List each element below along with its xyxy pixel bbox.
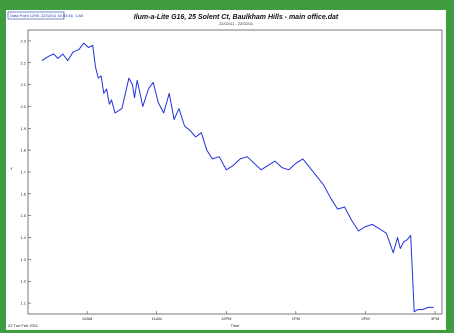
data-point-readout: Data Point 1298: 22/02/11 16:53:46, 1.88 [10, 13, 84, 18]
x-tick-label: 1PM [292, 316, 300, 321]
y-tick-label: 1.6 [20, 191, 26, 196]
x-tick-label: 2PM [361, 316, 369, 321]
y-tick-label: 2.3 [20, 38, 26, 43]
y-tick-label: 1.8 [20, 148, 26, 153]
y-tick-label: 1.9 [20, 126, 26, 131]
y-axis-title: Y [10, 166, 13, 171]
chart-panel: Data Point 1298: 22/02/11 16:53:46, 1.88… [6, 10, 446, 330]
line-chart: Data Point 1298: 22/02/11 16:53:46, 1.88… [7, 11, 443, 328]
plot-area [27, 29, 443, 315]
y-tick-label: 1.2 [20, 279, 26, 284]
x-tick-label: 11AM [152, 316, 162, 321]
series-line [41, 42, 434, 313]
y-axis: 1.1 1.2 1.3 1.4 1.5 1.6 1.7 1.8 1.9 2.0 2.1 2.2 2.3 [20, 38, 31, 306]
x-axis: 10AM 11AM 12PM 1PM 2PM 3PM [82, 311, 439, 321]
y-tick-label: 2.1 [20, 82, 26, 87]
y-tick-label: 1.5 [20, 213, 26, 218]
y-tick-label: 1.7 [20, 170, 26, 175]
x-axis-title: Time [231, 323, 241, 328]
chart-title: Ilum-a-Lite G16, 25 Solent Ct, Baulkham … [134, 14, 339, 21]
y-tick-label: 1.4 [20, 235, 26, 240]
x-tick-label: 3PM [431, 316, 439, 321]
data-point-readout-box [7, 11, 65, 20]
y-tick-label: 1.3 [20, 257, 26, 262]
y-tick-label: 2.0 [20, 104, 26, 109]
y-tick-label: 1.1 [20, 301, 26, 306]
x-tick-label: 12PM [221, 316, 231, 321]
footer-date: 22 Tue Feb 2011 [8, 323, 39, 328]
chart-subtitle: 22/02/11 - 22/02/11 [219, 21, 254, 26]
x-tick-label: 10AM [82, 316, 92, 321]
y-tick-label: 2.2 [20, 60, 26, 65]
